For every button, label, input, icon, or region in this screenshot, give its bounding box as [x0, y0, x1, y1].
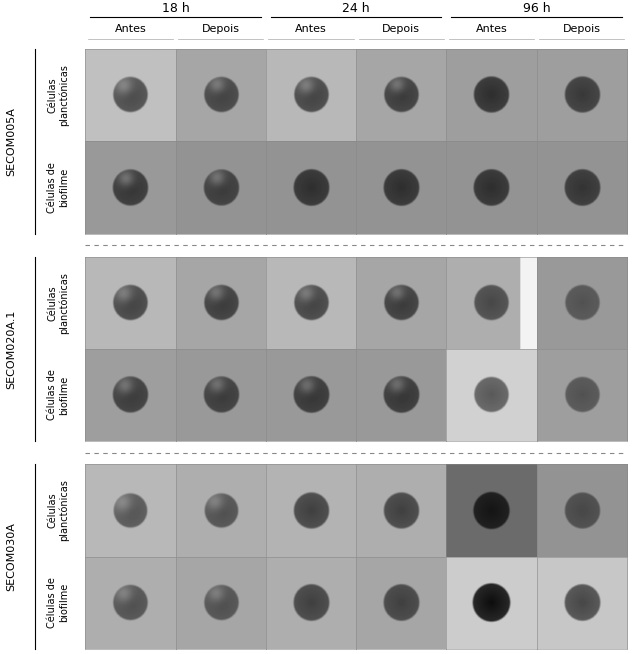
Text: Depois: Depois — [382, 24, 420, 35]
Text: Antes: Antes — [295, 24, 327, 35]
Text: Antes: Antes — [476, 24, 507, 35]
Text: 24 h: 24 h — [343, 3, 370, 15]
Text: Células de
biofilme: Células de biofilme — [47, 162, 69, 213]
Text: SECOM030A: SECOM030A — [6, 522, 16, 591]
Text: 96 h: 96 h — [523, 3, 550, 15]
Text: Depois: Depois — [202, 24, 240, 35]
Text: SECOM020A.1: SECOM020A.1 — [6, 309, 16, 388]
Text: 18 h: 18 h — [162, 3, 190, 15]
Text: Células de
biofilme: Células de biofilme — [47, 370, 69, 421]
Text: Células
planctónicas: Células planctónicas — [47, 479, 70, 542]
Text: SECOM005A: SECOM005A — [6, 107, 16, 176]
Text: Depois: Depois — [563, 24, 601, 35]
Text: Células
planctónicas: Células planctónicas — [47, 64, 70, 126]
Text: Células
planctónicas: Células planctónicas — [47, 272, 70, 334]
Text: Antes: Antes — [114, 24, 147, 35]
Text: Células de
biofilme: Células de biofilme — [47, 577, 69, 628]
